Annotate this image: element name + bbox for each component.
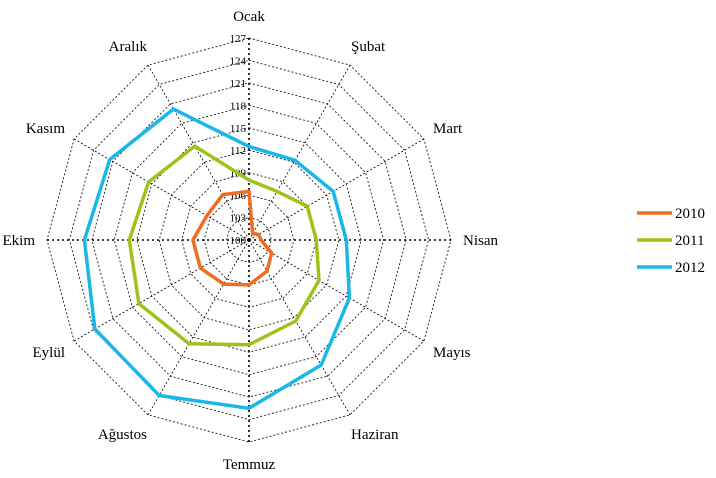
data-point <box>191 238 195 242</box>
data-point <box>257 232 261 236</box>
category-label: Kasım <box>26 121 65 137</box>
spoke-line <box>248 239 425 342</box>
data-point <box>222 282 226 286</box>
series-lines <box>82 107 352 411</box>
data-point <box>247 145 251 148</box>
legend-label: 2010 <box>675 206 705 222</box>
data-point <box>331 189 335 193</box>
radial-tick-label: 124 <box>230 55 247 67</box>
category-label: Ocak <box>233 9 265 25</box>
legend-label: 2012 <box>675 260 705 276</box>
radial-tick-label: 100 <box>230 235 247 247</box>
spoke-line <box>248 138 425 241</box>
data-point <box>198 266 202 270</box>
data-point <box>137 302 141 306</box>
spoke-line <box>248 64 351 241</box>
data-point <box>344 238 348 242</box>
category-label: Aralık <box>109 39 148 55</box>
data-point <box>247 178 251 182</box>
data-point <box>108 158 112 162</box>
category-label: Nisan <box>463 233 498 249</box>
grid-ring <box>113 104 385 376</box>
data-point <box>247 343 251 347</box>
spoke-line <box>147 239 250 416</box>
radial-tick-label: 103 <box>230 213 247 225</box>
data-point <box>187 342 191 346</box>
data-point <box>305 204 309 208</box>
category-label: Ağustos <box>98 427 147 443</box>
category-label: Temmuz <box>223 457 276 473</box>
category-label: Mayıs <box>433 345 471 361</box>
radial-tick-label: 115 <box>230 123 247 135</box>
spoke-line <box>73 138 250 241</box>
series-line-2011 <box>127 144 321 347</box>
data-point <box>147 180 151 184</box>
category-label: Şubat <box>351 39 386 55</box>
legend: 2010 2011 2012 <box>637 206 705 276</box>
data-point <box>270 251 274 255</box>
spoke-line <box>248 239 351 416</box>
legend-label: 2011 <box>675 233 704 249</box>
data-point <box>157 394 161 397</box>
data-point <box>347 296 351 300</box>
radial-tick-label: 121 <box>230 78 247 90</box>
data-point <box>82 238 86 242</box>
radar-grid <box>46 37 452 443</box>
category-label: Mart <box>433 121 463 137</box>
data-point <box>221 193 225 197</box>
data-point <box>317 278 321 282</box>
data-point <box>205 214 209 218</box>
data-point <box>319 363 323 367</box>
category-label: Haziran <box>351 427 399 443</box>
radial-tick-label: 118 <box>230 100 247 112</box>
data-point <box>171 107 175 111</box>
data-point <box>294 319 298 323</box>
data-point <box>127 238 131 242</box>
category-label: Eylül <box>33 345 66 361</box>
grid-ring <box>226 217 272 263</box>
radial-tick-label: 112 <box>230 145 246 157</box>
data-point <box>247 189 251 193</box>
data-point <box>247 283 251 287</box>
spoke-line <box>147 64 250 241</box>
data-point <box>259 238 263 242</box>
data-point <box>247 406 251 410</box>
data-point <box>251 232 255 235</box>
spoke-line <box>73 239 250 342</box>
data-point <box>314 238 318 242</box>
category-labels: Ocak Şubat Mart Nisan Mayıs Haziran Temmuz Ağus… <box>3 9 499 473</box>
data-point <box>293 158 297 162</box>
category-label: Ekim <box>3 233 36 249</box>
data-point <box>93 327 97 331</box>
data-point <box>265 269 269 273</box>
data-point <box>275 189 279 193</box>
grid-ring <box>68 59 430 421</box>
data-point <box>193 144 197 148</box>
radial-tick-label: 127 <box>230 33 247 45</box>
